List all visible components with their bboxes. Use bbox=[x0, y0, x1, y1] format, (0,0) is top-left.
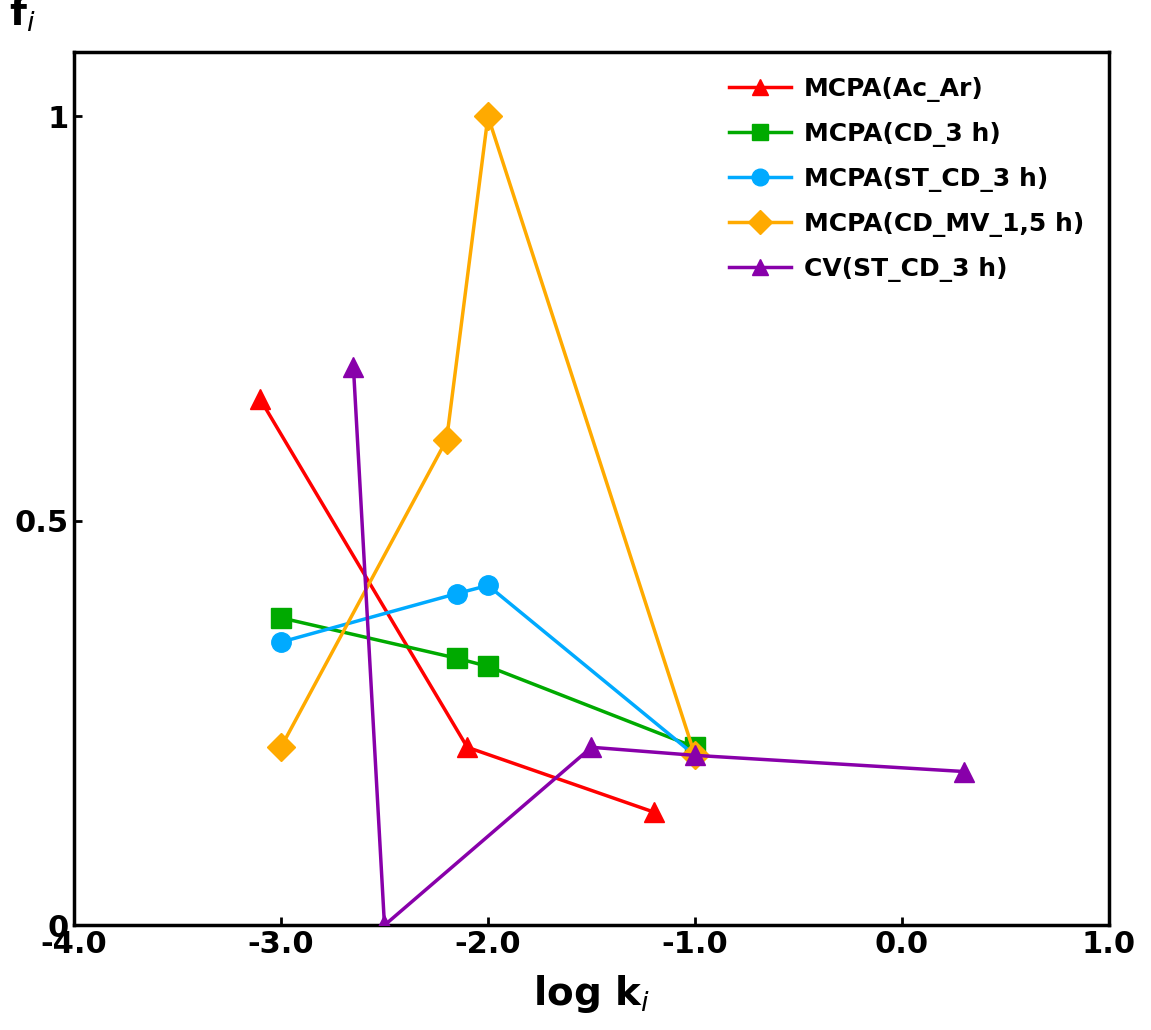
MCPA(Ac_Ar) bbox=[647, 805, 661, 818]
Line: CV(ST_CD_3 h): CV(ST_CD_3 h) bbox=[344, 357, 974, 935]
MCPA(ST_CD_3 h) bbox=[274, 636, 288, 648]
CV(ST_CD_3 h) bbox=[378, 919, 391, 931]
MCPA(CD_MV_1,5 h) bbox=[688, 749, 702, 761]
MCPA(CD_MV_1,5 h) bbox=[274, 742, 288, 754]
MCPA(ST_CD_3 h) bbox=[688, 749, 702, 761]
X-axis label: log k$_i$: log k$_i$ bbox=[533, 973, 650, 1015]
Legend: MCPA(Ac_Ar), MCPA(CD_3 h), MCPA(ST_CD_3 h), MCPA(CD_MV_1,5 h), CV(ST_CD_3 h): MCPA(Ac_Ar), MCPA(CD_3 h), MCPA(ST_CD_3 … bbox=[716, 64, 1097, 294]
MCPA(Ac_Ar) bbox=[253, 393, 267, 406]
Line: MCPA(Ac_Ar): MCPA(Ac_Ar) bbox=[251, 389, 663, 822]
CV(ST_CD_3 h) bbox=[688, 749, 702, 761]
CV(ST_CD_3 h) bbox=[346, 360, 360, 373]
MCPA(Ac_Ar) bbox=[460, 742, 474, 754]
Y-axis label: f$_i$: f$_i$ bbox=[9, 0, 36, 34]
Line: MCPA(CD_3 h): MCPA(CD_3 h) bbox=[272, 608, 704, 757]
MCPA(CD_3 h) bbox=[450, 652, 464, 664]
MCPA(CD_MV_1,5 h) bbox=[440, 434, 453, 446]
MCPA(CD_3 h) bbox=[274, 612, 288, 624]
CV(ST_CD_3 h) bbox=[958, 765, 971, 778]
MCPA(CD_3 h) bbox=[688, 742, 702, 754]
Line: MCPA(CD_MV_1,5 h): MCPA(CD_MV_1,5 h) bbox=[272, 106, 704, 765]
MCPA(CD_3 h) bbox=[481, 660, 495, 673]
MCPA(CD_MV_1,5 h) bbox=[481, 110, 495, 123]
CV(ST_CD_3 h) bbox=[585, 742, 599, 754]
MCPA(ST_CD_3 h) bbox=[481, 579, 495, 591]
MCPA(ST_CD_3 h) bbox=[450, 587, 464, 599]
Line: MCPA(ST_CD_3 h): MCPA(ST_CD_3 h) bbox=[272, 576, 704, 765]
